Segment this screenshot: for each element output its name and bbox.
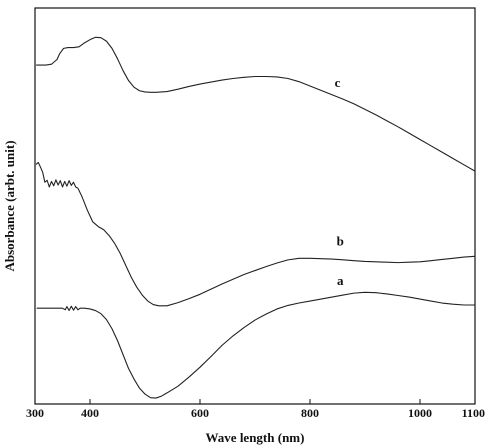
series-line-c (36, 36, 476, 172)
x-tick-label-1000: 1000 (408, 406, 432, 420)
x-axis-tick-labels: 300 400 600 800 1000 1100 (26, 406, 485, 420)
x-tick-label-800: 800 (301, 406, 319, 420)
series-line-a (36, 291, 475, 399)
plot-frame (34, 7, 476, 405)
x-tick-label-300: 300 (26, 406, 44, 420)
x-tick-label-400: 400 (81, 406, 99, 420)
x-tick-label-1100: 1100 (462, 406, 485, 420)
spectra-curves (35, 36, 476, 399)
x-axis-title: Wave length (nm) (206, 430, 305, 445)
series-label-a: a (337, 273, 344, 288)
series-line-b (35, 161, 476, 307)
series-label-b: b (337, 234, 344, 249)
series-label-c: c (335, 75, 341, 90)
y-axis-title: Absorbance (arbt. unit) (2, 140, 17, 271)
x-tick-label-600: 600 (191, 406, 209, 420)
series-labels: a b c (335, 75, 344, 288)
x-axis-ticks (34, 399, 476, 404)
